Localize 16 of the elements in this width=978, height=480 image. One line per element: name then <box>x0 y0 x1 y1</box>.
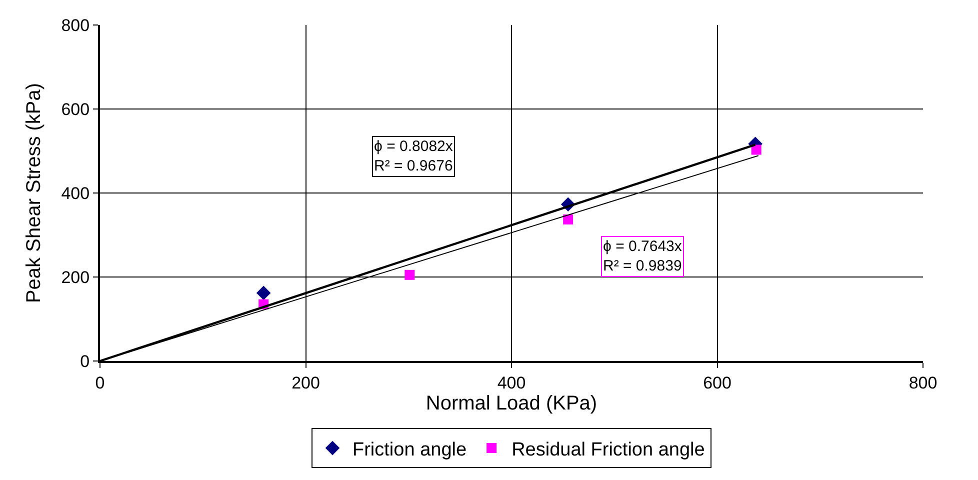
annotation: ϕ = 0.7643x R² = 0.9839 <box>603 238 682 274</box>
y-tick-label: 400 <box>61 184 90 203</box>
x-axis-title: Normal Load (KPa) <box>426 392 598 414</box>
x-tick-label: 600 <box>703 373 732 392</box>
annotation: ϕ = 0.8082x R² = 0.9676 <box>374 138 454 174</box>
x-tick-label: 0 <box>95 373 105 392</box>
y-tick-label: 0 <box>80 352 90 371</box>
y-tick-label: 200 <box>61 268 90 287</box>
x-tick-label: 400 <box>497 373 526 392</box>
y-axis-title: Peak Shear Stress (kPa) <box>23 82 46 304</box>
y-tick-label: 600 <box>61 100 90 119</box>
legend-label: Friction angle <box>352 439 467 460</box>
legend-label: Residual Friction angle <box>512 439 705 460</box>
y-tick-label: 800 <box>61 16 90 35</box>
x-tick-label: 200 <box>292 373 320 392</box>
x-tick-label: 800 <box>908 373 938 392</box>
